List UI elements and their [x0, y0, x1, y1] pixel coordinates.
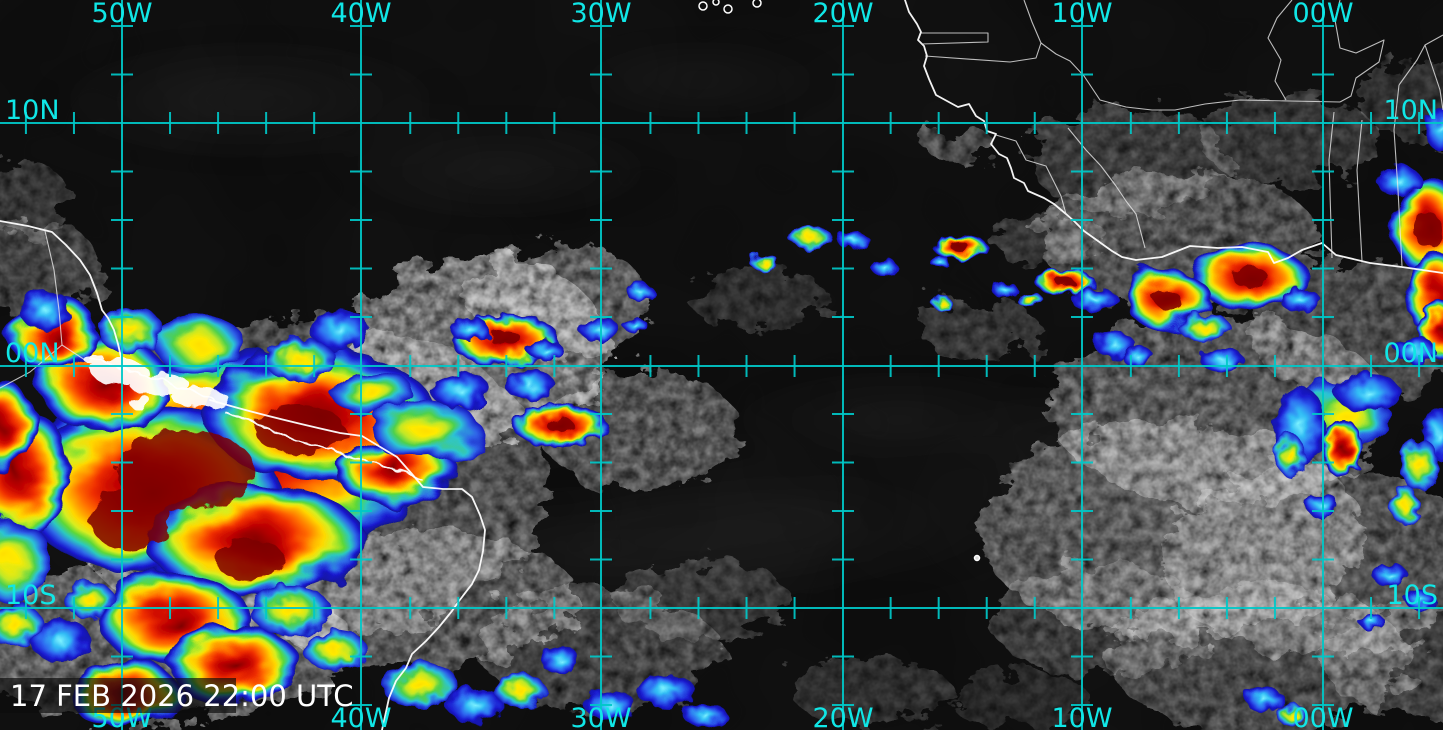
border-ivory-coast	[1267, 0, 1293, 101]
lon-label-top: 10W	[1051, 0, 1112, 29]
lat-label-left: 10N	[5, 95, 60, 126]
grid-labels: 50W 40W 30W 20W 10W 00W 50W 40W 30W 20W …	[5, 0, 1438, 730]
grid-ticks	[24, 25, 1421, 706]
lon-label-bottom: 40W	[330, 703, 391, 730]
lat-label-left: 00N	[5, 338, 60, 369]
lon-label-bottom: 20W	[812, 703, 873, 730]
lon-label-top: 40W	[330, 0, 391, 29]
border-liberia	[1067, 127, 1146, 249]
border-gambia	[920, 32, 989, 45]
ascension-island	[973, 554, 981, 562]
coastline-west-africa	[904, 0, 1443, 274]
lon-label-top: 30W	[570, 0, 631, 29]
timestamp-overlay: 17 FEB 2026 22:00 UTC	[0, 678, 354, 713]
lon-label-top: 50W	[91, 0, 152, 29]
lon-label-bottom: 30W	[570, 703, 631, 730]
lon-label-bottom: 00W	[1292, 703, 1353, 730]
lat-label-left: 10S	[5, 580, 57, 611]
lat-label-right: 10S	[1387, 580, 1439, 611]
lon-label-bottom: 10W	[1051, 703, 1112, 730]
lat-label-right: 00N	[1383, 338, 1438, 369]
border-senegal	[924, 0, 1042, 63]
border-mali-guinea	[1040, 42, 1341, 111]
cape-verde-islands	[698, 0, 762, 14]
border-benin-niger	[1398, 34, 1443, 111]
lat-label-right: 10N	[1383, 95, 1438, 126]
lon-label-top: 00W	[1292, 0, 1353, 29]
coastline-south-america	[0, 220, 122, 358]
border-burkina	[1334, 0, 1385, 103]
border-ghana-togo-benin	[1328, 84, 1403, 267]
timestamp-text: 17 FEB 2026 22:00 UTC	[10, 679, 354, 713]
timestamp-background	[0, 678, 236, 713]
border-guinea-sierra-leone	[995, 134, 1067, 215]
lon-label-top: 20W	[812, 0, 873, 29]
coastline-brazil-ne	[209, 399, 486, 730]
